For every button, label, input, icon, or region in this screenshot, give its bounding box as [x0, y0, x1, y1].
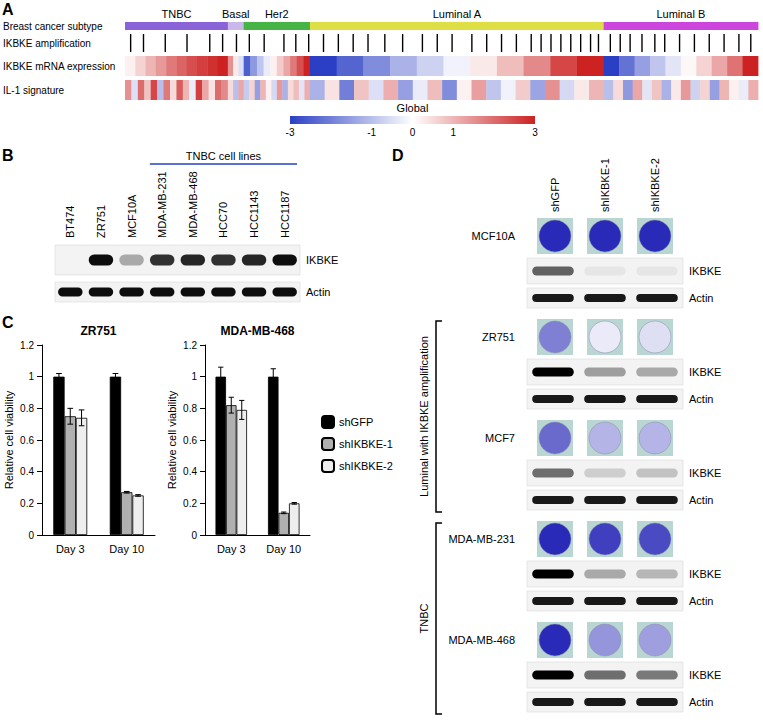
- svg-text:0: 0: [191, 530, 197, 541]
- svg-text:MCF7: MCF7: [485, 432, 515, 444]
- svg-text:MCF10A: MCF10A: [472, 230, 516, 242]
- svg-text:HCC1143: HCC1143: [248, 191, 260, 239]
- svg-text:MDA-MB-231: MDA-MB-231: [448, 533, 515, 545]
- svg-text:ZR751: ZR751: [95, 205, 107, 238]
- svg-text:Day 10: Day 10: [109, 543, 144, 555]
- svg-text:0: 0: [28, 530, 34, 541]
- svg-text:-1: -1: [367, 127, 376, 138]
- svg-text:IKBKE: IKBKE: [689, 265, 721, 277]
- svg-text:Global: Global: [397, 102, 429, 114]
- svg-text:0.6: 0.6: [183, 435, 197, 446]
- svg-text:shIKBKE-1: shIKBKE-1: [599, 158, 611, 212]
- svg-text:ZR751: ZR751: [482, 331, 515, 343]
- svg-text:1: 1: [28, 371, 34, 382]
- svg-text:Actin: Actin: [689, 393, 713, 405]
- svg-text:C: C: [2, 314, 14, 331]
- svg-text:IKBKE mRNA expression: IKBKE mRNA expression: [3, 61, 115, 72]
- svg-text:0.4: 0.4: [20, 466, 34, 477]
- svg-text:-3: -3: [286, 127, 295, 138]
- svg-text:0.6: 0.6: [20, 435, 34, 446]
- svg-text:shGFP: shGFP: [339, 416, 373, 428]
- svg-text:MDA-MB-468: MDA-MB-468: [187, 171, 199, 238]
- svg-text:IKBKE: IKBKE: [689, 366, 721, 378]
- svg-text:0.2: 0.2: [20, 498, 34, 509]
- svg-text:Day 3: Day 3: [56, 543, 85, 555]
- svg-text:Luminal B: Luminal B: [656, 8, 705, 20]
- svg-text:IKBKE: IKBKE: [689, 669, 721, 681]
- svg-text:Luminal with IKBKE amplificati: Luminal with IKBKE amplification: [418, 336, 430, 497]
- svg-text:A: A: [2, 1, 14, 18]
- svg-text:0.8: 0.8: [183, 403, 197, 414]
- svg-text:Basal: Basal: [222, 8, 250, 20]
- svg-text:MCF10A: MCF10A: [126, 194, 138, 238]
- svg-text:IKBKE: IKBKE: [689, 568, 721, 580]
- svg-text:3: 3: [532, 127, 538, 138]
- svg-text:Her2: Her2: [265, 8, 289, 20]
- svg-text:IKBKE: IKBKE: [689, 467, 721, 479]
- svg-text:0.2: 0.2: [183, 498, 197, 509]
- svg-text:1.2: 1.2: [20, 340, 34, 351]
- svg-text:IL-1 signature: IL-1 signature: [3, 85, 65, 96]
- svg-text:Day 10: Day 10: [266, 543, 301, 555]
- svg-text:Actin: Actin: [689, 595, 713, 607]
- svg-text:HCC70: HCC70: [217, 202, 229, 238]
- svg-text:Actin: Actin: [689, 292, 713, 304]
- svg-text:1: 1: [451, 127, 457, 138]
- svg-text:Luminal A: Luminal A: [433, 8, 482, 20]
- svg-text:Relative cell viability: Relative cell viability: [166, 390, 178, 489]
- svg-text:0: 0: [410, 127, 416, 138]
- svg-text:shIKBKE-1: shIKBKE-1: [339, 438, 393, 450]
- svg-text:Actin: Actin: [689, 494, 713, 506]
- svg-text:D: D: [392, 147, 404, 164]
- svg-text:Breast cancer subtype: Breast cancer subtype: [3, 21, 103, 32]
- svg-text:Day 3: Day 3: [217, 543, 246, 555]
- svg-text:MDA-MB-231: MDA-MB-231: [156, 171, 168, 238]
- svg-text:1: 1: [191, 371, 197, 382]
- svg-text:MDA-MB-468: MDA-MB-468: [220, 324, 294, 338]
- svg-text:BT474: BT474: [64, 206, 76, 238]
- svg-text:shGFP: shGFP: [549, 178, 561, 212]
- svg-text:shIKBKE-2: shIKBKE-2: [339, 460, 393, 472]
- svg-text:Relative cell viability: Relative cell viability: [3, 390, 15, 489]
- svg-text:IKBKE amplification: IKBKE amplification: [3, 38, 91, 49]
- svg-text:MDA-MB-468: MDA-MB-468: [448, 634, 515, 646]
- svg-text:IKBKE: IKBKE: [306, 254, 338, 266]
- svg-text:Actin: Actin: [306, 286, 330, 298]
- svg-text:HCC1187: HCC1187: [279, 191, 291, 239]
- svg-text:Actin: Actin: [689, 696, 713, 708]
- svg-text:TNBC cell lines: TNBC cell lines: [186, 150, 262, 162]
- svg-text:1.2: 1.2: [183, 340, 197, 351]
- svg-text:ZR751: ZR751: [80, 324, 116, 338]
- svg-text:B: B: [2, 147, 14, 164]
- svg-text:TNBC: TNBC: [161, 8, 191, 20]
- svg-text:shIKBKE-2: shIKBKE-2: [649, 158, 661, 212]
- svg-text:TNBC: TNBC: [418, 603, 430, 633]
- svg-text:0.8: 0.8: [20, 403, 34, 414]
- svg-text:0.4: 0.4: [183, 466, 197, 477]
